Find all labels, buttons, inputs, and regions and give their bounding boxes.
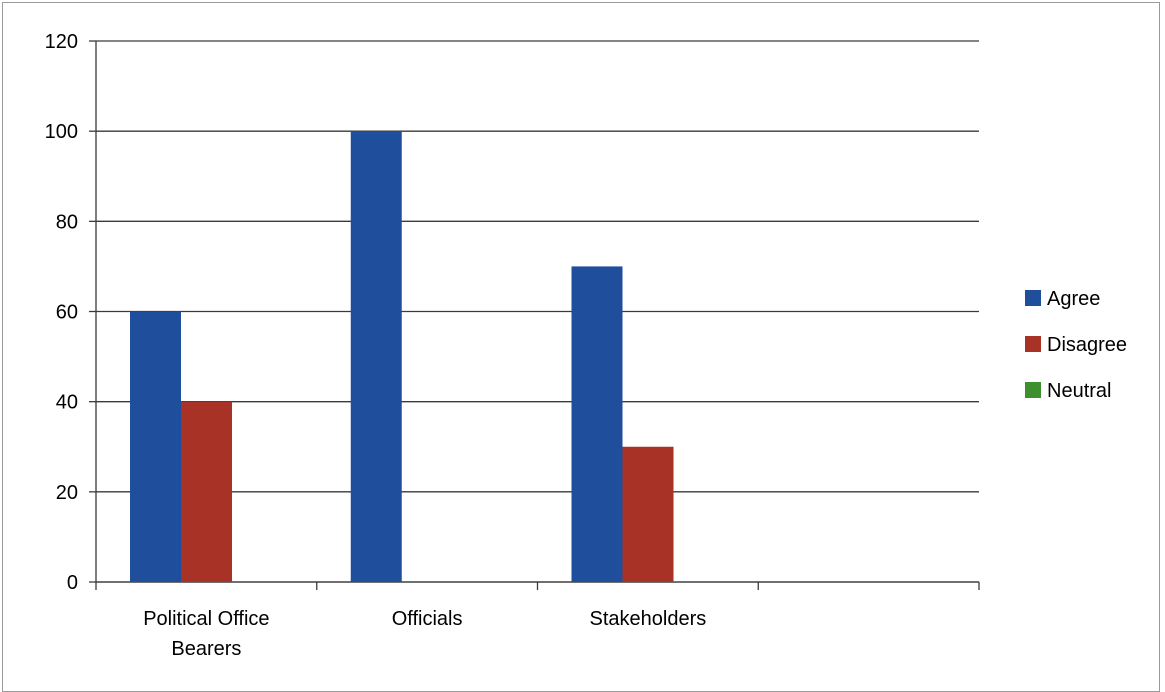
legend-swatch-disagree xyxy=(1025,336,1041,352)
y-tick-label: 0 xyxy=(67,572,78,594)
y-tick-label: 80 xyxy=(56,211,78,233)
legend-swatch-agree xyxy=(1025,290,1041,306)
legend-label-neutral: Neutral xyxy=(1047,380,1111,402)
x-category-label: Stakeholders xyxy=(590,608,707,630)
bar-agree-1 xyxy=(350,131,402,582)
y-tick-label: 60 xyxy=(56,302,78,324)
x-category-label: Bearers xyxy=(171,638,241,660)
y-tick-label: 40 xyxy=(56,392,78,414)
y-tick-label: 120 xyxy=(45,31,78,53)
bar-chart: 0 20 40 60 80 100 120 Political Office Bearers Of… xyxy=(45,31,1127,660)
legend-label-agree: Agree xyxy=(1047,288,1100,310)
x-category-label: Officials xyxy=(392,608,463,630)
y-tick-label: 100 xyxy=(45,121,78,143)
bar-disagree-0 xyxy=(181,401,232,582)
bar-agree-0 xyxy=(130,311,181,582)
legend-label-disagree: Disagree xyxy=(1047,334,1127,356)
bar-disagree-2 xyxy=(622,446,674,582)
bar-agree-2 xyxy=(571,266,623,582)
y-tick-label: 20 xyxy=(56,482,78,504)
x-category-label: Political Office xyxy=(143,608,269,630)
legend-swatch-neutral xyxy=(1025,382,1041,398)
